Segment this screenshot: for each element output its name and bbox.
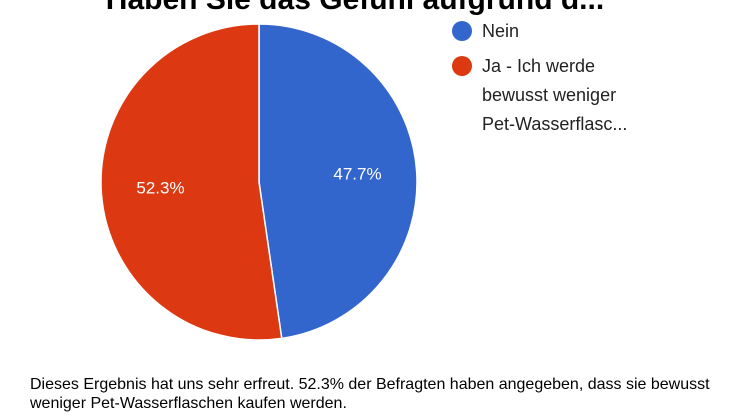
legend-item-nein[interactable]: Nein: [452, 17, 652, 46]
legend-label: Ja - Ich werde bewusst weniger Pet-Wasse…: [482, 56, 628, 134]
pie-slice-label: 52.3%: [136, 179, 184, 198]
legend-swatch: [452, 21, 472, 41]
legend-swatch: [452, 56, 472, 76]
pie-slice-label: 47.7%: [333, 164, 381, 183]
chart-title: Haben Sie das Gefühl aufgrund d...: [0, 0, 710, 17]
pie-slice-0[interactable]: [258, 23, 418, 340]
result-caption: Dieses Ergebnis hat uns sehr erfreut. 52…: [30, 376, 710, 412]
pie-slice-1[interactable]: [100, 23, 283, 341]
legend-label: Nein: [482, 21, 520, 41]
chart-legend: Nein Ja - Ich werde bewusst weniger Pet-…: [452, 17, 652, 145]
pie-chart: 47.7% 52.3%: [100, 23, 418, 341]
legend-item-ja[interactable]: Ja - Ich werde bewusst weniger Pet-Wasse…: [452, 52, 652, 139]
